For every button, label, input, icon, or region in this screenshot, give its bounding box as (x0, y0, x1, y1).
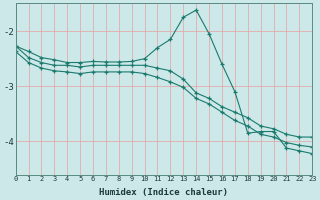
X-axis label: Humidex (Indice chaleur): Humidex (Indice chaleur) (100, 188, 228, 197)
